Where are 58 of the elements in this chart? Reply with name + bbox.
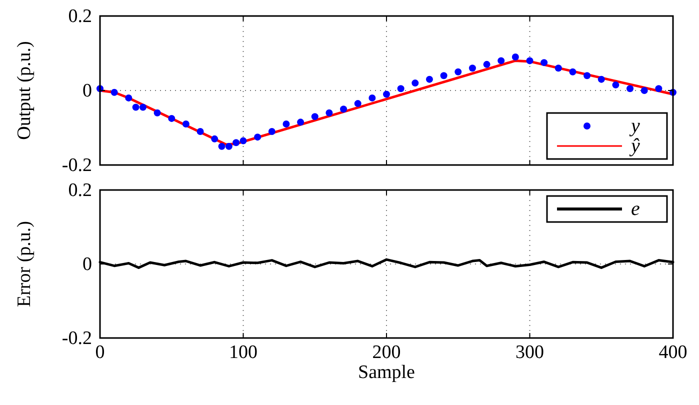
point: [640, 87, 648, 94]
point: [211, 135, 218, 142]
y-tick-label: -0.2: [62, 328, 92, 349]
point: [569, 68, 576, 76]
y-tick-label: 0.2: [68, 6, 92, 27]
point: [383, 90, 390, 98]
point: [526, 57, 534, 64]
point: [168, 114, 176, 122]
point: [125, 94, 132, 102]
legend-label: y: [629, 115, 640, 137]
point: [254, 134, 262, 141]
x-axis-title: Sample: [358, 362, 415, 383]
point: [454, 68, 462, 76]
point: [426, 76, 433, 83]
point: [297, 118, 304, 126]
point: [326, 109, 333, 116]
y-axis-title: Output (p.u.): [14, 41, 35, 140]
point: [340, 106, 348, 113]
x-tick-label: 100: [229, 342, 258, 363]
point: [282, 120, 290, 128]
point: [412, 80, 419, 87]
point: [232, 139, 240, 146]
y-tick-label: 0.2: [68, 180, 92, 201]
x-tick-label: 200: [372, 342, 401, 363]
point: [139, 104, 146, 111]
point: [584, 72, 591, 80]
point: [268, 128, 276, 135]
point: [598, 76, 605, 83]
x-tick-label: 300: [516, 342, 544, 363]
legend-label: e: [631, 198, 640, 220]
point: [132, 104, 140, 111]
point: [440, 72, 448, 80]
point: [311, 113, 318, 120]
y-tick-label: 0: [82, 80, 92, 102]
point: [554, 64, 562, 72]
point: [225, 142, 232, 150]
point: [154, 109, 161, 116]
point: [354, 100, 362, 108]
y-tick-label: 0: [82, 254, 92, 275]
point: [218, 142, 226, 150]
point: [196, 128, 204, 135]
point: [368, 94, 376, 102]
legend-label: ŷ: [629, 135, 640, 157]
point: [110, 88, 118, 96]
y-axis-title: Error (p.u.): [14, 221, 35, 307]
point: [655, 85, 662, 92]
point: [240, 137, 247, 144]
y-tick-label: -0.2: [62, 155, 92, 176]
point: [512, 53, 519, 60]
point: [498, 57, 505, 64]
point: [468, 64, 476, 72]
point: [626, 85, 634, 92]
point: [397, 85, 404, 92]
point: [182, 120, 190, 128]
point: [612, 81, 620, 88]
x-tick-label: 400: [658, 342, 688, 363]
point: [483, 60, 490, 68]
point: [540, 59, 548, 66]
